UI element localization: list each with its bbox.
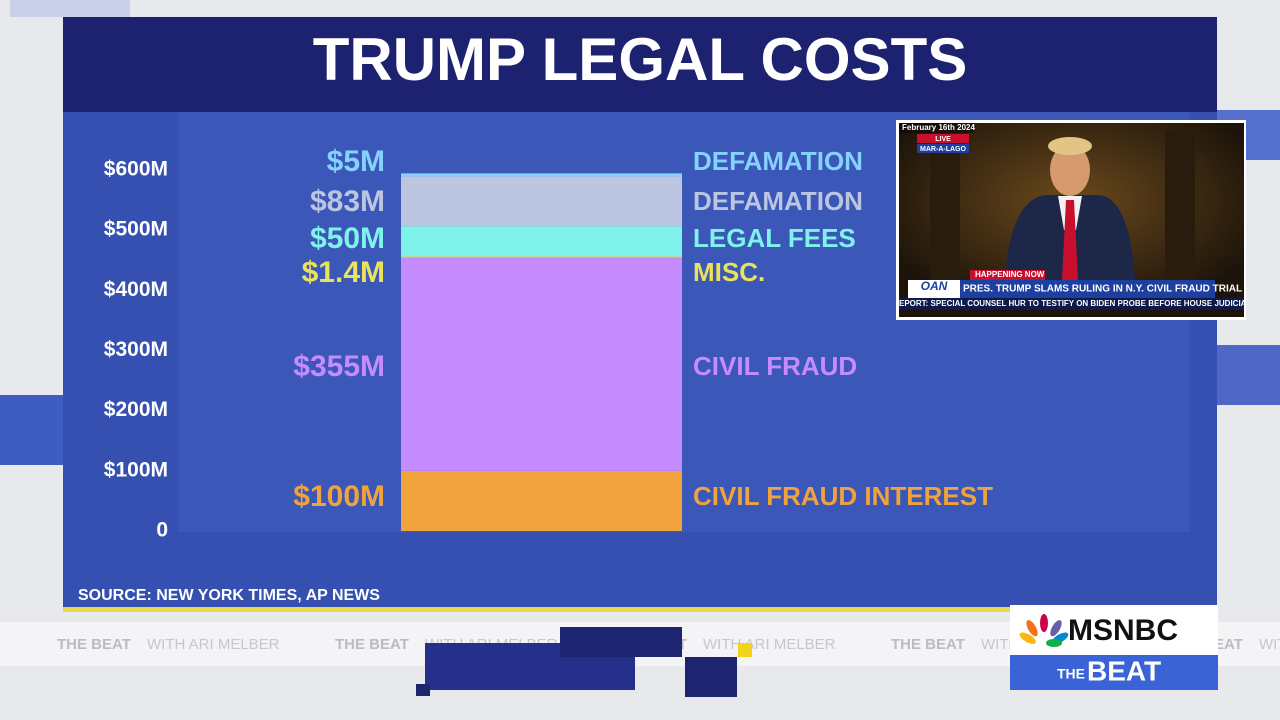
bar-segment (401, 173, 682, 177)
crawl-bg (899, 298, 1244, 310)
segment-name: CIVIL FRAUD (693, 351, 857, 381)
date-bg (899, 123, 974, 133)
feather (1019, 632, 1036, 644)
deco (685, 657, 737, 697)
feather (1026, 620, 1038, 637)
feather (1040, 614, 1048, 632)
video-bg (930, 130, 960, 280)
bar-segment (401, 226, 682, 257)
person-hair (1048, 137, 1092, 155)
inset-brand: OAN (921, 279, 948, 293)
person-tie (1062, 200, 1078, 280)
deco (416, 684, 430, 696)
logo-show-big: BEAT (1087, 655, 1161, 686)
value-label: $5M (327, 145, 385, 178)
panel-edge (63, 607, 1217, 612)
deco (560, 627, 682, 657)
segment-name: LEGAL FEES (693, 223, 856, 253)
ticker-show: THE BEAT (891, 636, 965, 653)
bar-segment (401, 257, 682, 471)
title-bar (63, 17, 1217, 112)
deco (10, 0, 130, 17)
feather (1050, 620, 1062, 637)
ticker-host: WITH ARI MELBER (1259, 636, 1280, 653)
segment-name: CIVIL FRAUD INTEREST (693, 481, 993, 511)
inset-date: February 16th 2024 (902, 123, 975, 132)
y-tick-label: $100M (104, 458, 168, 481)
bar-segment (401, 256, 682, 258)
inset-location: MAR-A-LAGO (920, 146, 966, 153)
inset-crawl: EPORT: SPECIAL COUNSEL HUR TO TESTIFY ON… (899, 299, 1247, 308)
chart: 0 $100M $200M $300M $400M $500M $600M $100M CIVI… (104, 145, 993, 542)
y-tick-label: $500M (104, 218, 168, 241)
y-tick-label: $300M (104, 338, 168, 361)
inset-live: LIVE (935, 136, 951, 143)
value-label: $355M (293, 350, 385, 383)
ticker-show: THE BEAT (57, 636, 131, 653)
brand-bg (908, 280, 960, 298)
deco (1217, 345, 1280, 405)
location-bg (917, 144, 969, 153)
logo-network: MSNBC (1068, 614, 1178, 647)
bar-segment (401, 470, 682, 531)
source: SOURCE: NEW YORK TIMES, AP NEWS (78, 587, 380, 604)
value-label: $100M (293, 480, 385, 513)
person-face (1050, 144, 1090, 196)
y-tick-label: $400M (104, 278, 168, 301)
banner-bg (970, 270, 1045, 280)
y-tick-label: $600M (104, 158, 168, 181)
inset-headline: PRES. TRUMP SLAMS RULING IN N.Y. CIVIL F… (963, 284, 1242, 295)
segment-name: DEFAMATION (693, 146, 863, 176)
ticker-host: WITH ARI MELBER (0, 636, 2, 653)
video-bg (1165, 130, 1195, 280)
live-bg (917, 134, 969, 143)
ticker-host: WITH ARI MELBER (147, 636, 280, 653)
ticker-show: THE BEAT (335, 636, 409, 653)
headline-bg (960, 280, 1215, 298)
peacock (1019, 614, 1069, 647)
chart-title: TRUMP LEGAL COSTS (313, 26, 968, 93)
value-label: $83M (310, 185, 385, 218)
deco (738, 643, 752, 657)
y-tick-label: $200M (104, 398, 168, 421)
value-label: $1.4M (302, 256, 385, 289)
bar-segment (401, 176, 682, 227)
logo-show-small: THE (1057, 666, 1085, 682)
segment-name: DEFAMATION (693, 186, 863, 216)
feather (1046, 639, 1062, 647)
inset-video: February 16th 2024 LIVE MAR-A-LAGO HAPPE… (899, 123, 1247, 317)
value-label: $50M (310, 222, 385, 255)
deco (0, 395, 64, 465)
y-tick-label: 0 (156, 519, 168, 542)
segment-name: MISC. (693, 257, 765, 287)
ticker-host: WITH ARI MELBER (703, 636, 836, 653)
inset-banner: HAPPENING NOW (975, 270, 1045, 279)
logo-bottom (1010, 655, 1218, 690)
